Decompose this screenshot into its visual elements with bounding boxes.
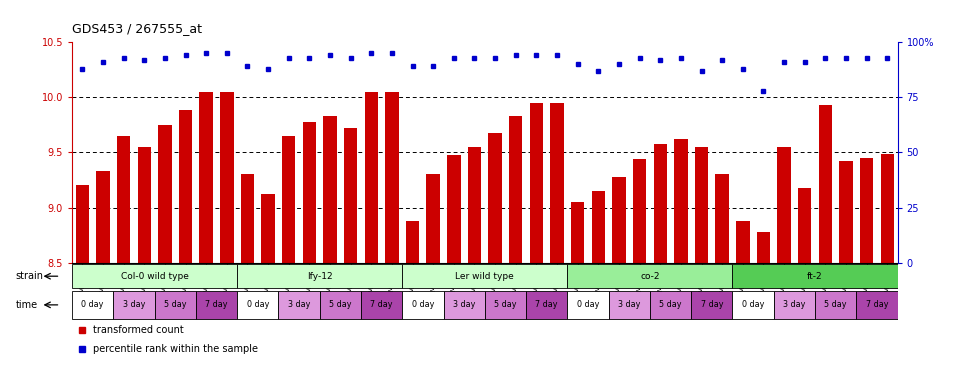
Bar	[385, 92, 398, 263]
Bar	[320, 291, 361, 318]
Text: 0 day: 0 day	[82, 300, 104, 309]
Bar	[344, 128, 357, 263]
Text: 5 day: 5 day	[494, 300, 516, 309]
Bar	[654, 143, 667, 263]
Bar	[612, 177, 626, 263]
Text: 5 day: 5 day	[164, 300, 186, 309]
Bar	[444, 291, 485, 318]
Bar	[137, 147, 151, 263]
Bar	[815, 291, 856, 318]
Text: 7 day: 7 day	[866, 300, 888, 309]
Bar	[426, 175, 440, 263]
Text: 3 day: 3 day	[123, 300, 145, 309]
Bar	[715, 175, 729, 263]
Bar	[736, 221, 750, 263]
Bar	[237, 264, 402, 288]
Text: 7 day: 7 day	[371, 300, 393, 309]
Bar	[650, 291, 691, 318]
Text: 5 day: 5 day	[660, 300, 682, 309]
Bar	[489, 132, 502, 263]
Bar	[695, 147, 708, 263]
Bar	[778, 147, 791, 263]
Text: 0 day: 0 day	[247, 300, 269, 309]
Bar	[158, 125, 172, 263]
Bar	[526, 291, 567, 318]
Text: strain: strain	[16, 271, 44, 281]
Text: lfy-12: lfy-12	[307, 272, 332, 281]
Bar	[324, 116, 337, 263]
Bar	[819, 105, 832, 263]
Bar	[237, 291, 278, 318]
Text: transformed count: transformed count	[92, 325, 183, 335]
Text: GDS453 / 267555_at: GDS453 / 267555_at	[72, 22, 202, 35]
Bar	[113, 291, 155, 318]
Bar	[798, 188, 811, 263]
Bar	[196, 291, 237, 318]
Bar	[261, 194, 275, 263]
Bar	[609, 291, 650, 318]
Bar	[155, 291, 196, 318]
Text: 0 day: 0 day	[412, 300, 434, 309]
Bar	[591, 191, 605, 263]
Text: 3 day: 3 day	[618, 300, 640, 309]
Bar	[509, 116, 522, 263]
Bar	[860, 158, 874, 263]
Bar	[72, 291, 113, 318]
Bar	[732, 291, 774, 318]
Bar	[674, 139, 687, 263]
Text: 7 day: 7 day	[536, 300, 558, 309]
Bar	[72, 264, 237, 288]
Bar	[774, 291, 815, 318]
Text: 3 day: 3 day	[783, 300, 805, 309]
Bar	[485, 291, 526, 318]
Text: 7 day: 7 day	[701, 300, 723, 309]
Bar	[402, 291, 444, 318]
Bar	[880, 153, 894, 263]
Text: Ler wild type: Ler wild type	[455, 272, 515, 281]
Bar	[302, 122, 316, 263]
Bar	[756, 232, 770, 263]
Bar	[220, 92, 233, 263]
Text: Col-0 wild type: Col-0 wild type	[121, 272, 188, 281]
Bar	[550, 103, 564, 263]
Bar	[530, 103, 543, 263]
Bar	[200, 92, 213, 263]
Text: co-2: co-2	[640, 272, 660, 281]
Bar	[567, 291, 609, 318]
Text: 5 day: 5 day	[329, 300, 351, 309]
Bar	[567, 264, 732, 288]
Bar	[571, 202, 585, 263]
Bar	[839, 161, 852, 263]
Bar	[278, 291, 320, 318]
Text: percentile rank within the sample: percentile rank within the sample	[92, 344, 257, 354]
Text: 0 day: 0 day	[577, 300, 599, 309]
Bar	[365, 92, 378, 263]
Text: 7 day: 7 day	[205, 300, 228, 309]
Bar	[856, 291, 898, 318]
Bar	[117, 136, 131, 263]
Bar	[406, 221, 420, 263]
Text: 0 day: 0 day	[742, 300, 764, 309]
Text: 5 day: 5 day	[825, 300, 847, 309]
Text: 3 day: 3 day	[453, 300, 475, 309]
Text: 3 day: 3 day	[288, 300, 310, 309]
Bar	[732, 264, 898, 288]
Bar	[179, 111, 192, 263]
Text: ft-2: ft-2	[807, 272, 823, 281]
Bar	[402, 264, 567, 288]
Bar	[241, 175, 254, 263]
Bar	[633, 159, 646, 263]
Bar	[96, 171, 109, 263]
Text: time: time	[16, 300, 38, 310]
Bar	[691, 291, 732, 318]
Bar	[361, 291, 402, 318]
Bar	[468, 147, 481, 263]
Bar	[282, 136, 296, 263]
Bar	[447, 154, 461, 263]
Bar	[76, 186, 89, 263]
